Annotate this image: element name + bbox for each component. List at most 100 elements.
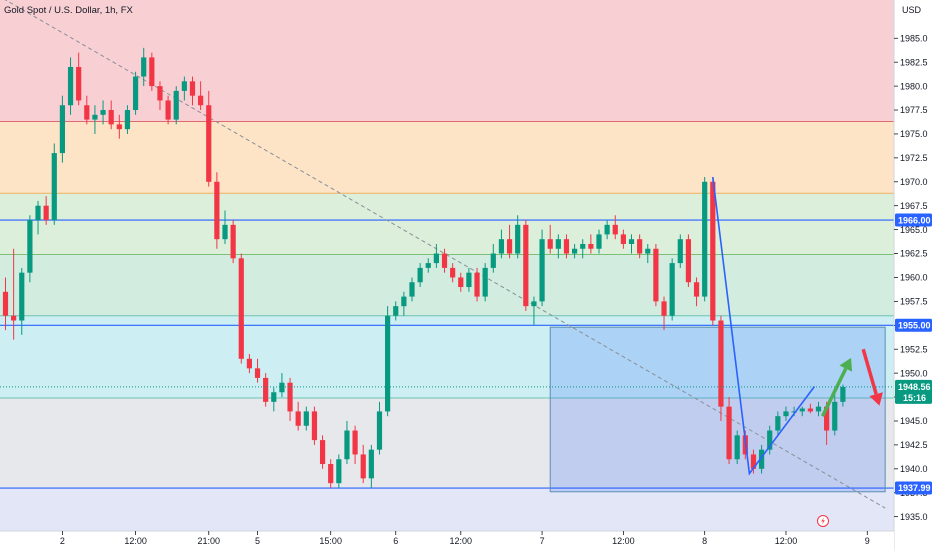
pattern-line[interactable] xyxy=(712,176,816,476)
price-tick-label: 1967.5 xyxy=(900,201,928,211)
candle xyxy=(588,234,594,254)
candle xyxy=(149,52,155,91)
candle-body xyxy=(767,430,773,450)
time-tick-label: 5 xyxy=(255,536,260,546)
flash-icon[interactable] xyxy=(817,515,829,527)
candle-body xyxy=(376,411,383,450)
candle xyxy=(832,392,838,436)
range-rectangle[interactable] xyxy=(549,326,886,493)
price-tick-label: 1972.5 xyxy=(900,153,928,163)
candle-body xyxy=(100,110,106,115)
candle xyxy=(734,430,740,465)
candle xyxy=(555,234,561,259)
countdown-label: 15:16 xyxy=(903,393,926,403)
candle-body xyxy=(563,239,570,254)
candle-body xyxy=(645,248,651,254)
candle xyxy=(108,100,114,130)
horizontal-levels[interactable] xyxy=(0,219,894,489)
candle-body xyxy=(92,114,98,120)
candle-body xyxy=(637,239,643,254)
zone-band xyxy=(0,121,894,194)
candle-body xyxy=(840,386,846,402)
candle-body xyxy=(368,449,374,479)
candle-body xyxy=(124,110,131,130)
candle xyxy=(67,57,74,115)
candle xyxy=(279,373,285,398)
candle-body xyxy=(271,392,277,402)
candle xyxy=(360,444,366,484)
candle-body xyxy=(344,430,350,460)
candle xyxy=(628,234,635,254)
candle-body xyxy=(458,277,464,288)
candle xyxy=(222,210,228,244)
candle xyxy=(206,90,212,187)
candle-body xyxy=(425,263,431,268)
last-price-badge xyxy=(895,379,932,404)
candle-body xyxy=(580,243,586,249)
price-axis-ticks[interactable]: 1935.01937.51940.01942.51945.01947.51950… xyxy=(894,33,928,522)
price-tick-label: 1960.0 xyxy=(900,273,928,283)
candle xyxy=(230,220,236,264)
candle-body xyxy=(604,224,610,235)
candle xyxy=(596,229,602,254)
time-tick-label: 6 xyxy=(393,536,398,546)
candle xyxy=(490,243,496,273)
currency-label: USD xyxy=(902,5,922,15)
candle-body xyxy=(19,272,25,321)
candle-body xyxy=(596,234,602,249)
candle xyxy=(645,243,651,264)
candle-body xyxy=(76,66,82,101)
target-arrows[interactable] xyxy=(820,348,883,417)
candle xyxy=(271,387,277,412)
price-pattern[interactable] xyxy=(712,176,816,476)
candle-body xyxy=(116,124,122,130)
dashed-trend-line[interactable] xyxy=(0,0,886,509)
level-badge xyxy=(895,213,932,227)
candle-body xyxy=(758,449,765,469)
candle-body xyxy=(11,315,17,321)
zone-band xyxy=(0,488,894,531)
candle xyxy=(685,234,692,288)
time-tick-label: 21:00 xyxy=(197,536,220,546)
time-tick-label: 2 xyxy=(60,536,65,546)
candle xyxy=(189,76,196,106)
candle xyxy=(620,229,626,249)
candle-body xyxy=(572,248,578,254)
candle-body xyxy=(588,243,594,249)
up-target-arrow[interactable] xyxy=(820,357,853,417)
candle xyxy=(401,291,407,316)
price-tick-label: 1957.5 xyxy=(900,297,928,307)
candle-body xyxy=(222,224,228,240)
candle xyxy=(653,243,659,307)
candle xyxy=(661,296,667,331)
candle-body xyxy=(515,224,521,254)
price-tick-label: 1962.5 xyxy=(900,249,928,259)
candle-body xyxy=(214,181,220,240)
candle xyxy=(531,296,537,326)
last-price-label: 1948.56 xyxy=(898,382,931,392)
candle-body xyxy=(254,368,261,378)
candle xyxy=(450,263,456,283)
candle xyxy=(246,354,252,374)
candle xyxy=(287,377,293,421)
candle xyxy=(523,220,529,311)
candle-body xyxy=(246,358,252,369)
price-tick-label: 1965.0 xyxy=(900,225,928,235)
candle xyxy=(11,248,17,340)
candle xyxy=(669,258,675,321)
candle-body xyxy=(807,408,813,412)
candle xyxy=(637,234,643,259)
candle xyxy=(677,234,683,268)
trend-line[interactable] xyxy=(0,0,886,509)
candle xyxy=(157,81,163,111)
candle xyxy=(807,403,813,414)
candle-body xyxy=(669,263,675,316)
time-axis-ticks[interactable]: 2 12:00 21:00 5 15:00 6 12:00 7 12:00 8 12:00 9 xyxy=(60,531,870,546)
candle xyxy=(51,143,57,225)
price-tick-label: 1950.0 xyxy=(900,368,928,378)
range-box[interactable] xyxy=(549,326,886,493)
candle xyxy=(100,100,106,125)
candle-body xyxy=(539,239,545,302)
candle-body xyxy=(409,282,415,297)
